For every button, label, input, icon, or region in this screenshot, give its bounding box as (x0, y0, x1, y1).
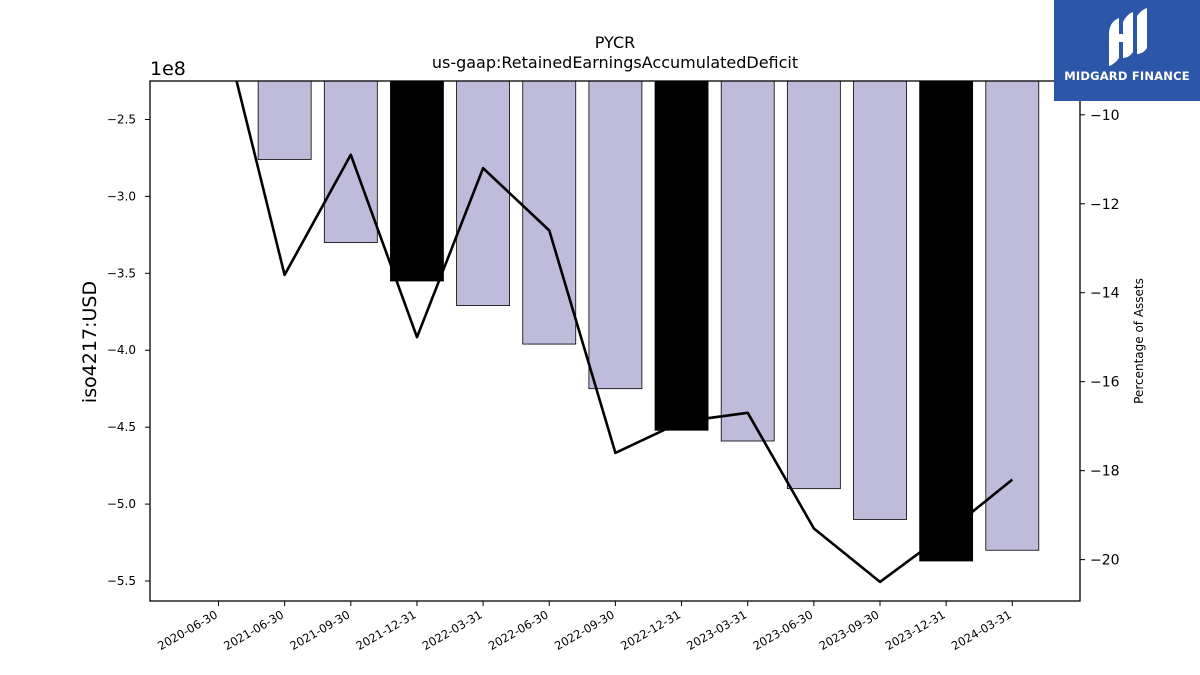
x-tick-label: 2023-12-31 (883, 607, 948, 653)
x-tick-label: 2022-12-31 (618, 607, 683, 653)
y2-tick-label: −12 (1090, 197, 1120, 213)
midgard-logo-icon (1109, 8, 1147, 66)
x-tick-label: 2021-12-31 (354, 607, 419, 653)
bar (720, 80, 775, 442)
bar (985, 80, 1040, 551)
x-tick-label: 2023-06-30 (750, 607, 815, 653)
bar (456, 80, 511, 307)
y2-tick-label: −18 (1090, 464, 1120, 480)
y2-tick-label: −16 (1090, 375, 1120, 391)
bar (853, 80, 907, 520)
bar (390, 80, 444, 282)
y-tick-label: −3.0 (107, 189, 136, 203)
bar (588, 80, 643, 390)
x-tick-label: 2022-03-31 (420, 607, 485, 653)
y-tick-label: −4.0 (107, 343, 136, 357)
y-tick-label: −3.5 (107, 266, 136, 280)
x-tick-label: 2021-06-30 (221, 607, 286, 653)
y2-tick-label: −20 (1090, 553, 1120, 569)
x-tick-label: 2023-03-31 (684, 607, 749, 653)
x-tick-label: 2023-09-30 (817, 607, 882, 653)
logo-text: MIDGARD FINANCE (1064, 69, 1190, 83)
bar (919, 80, 974, 562)
x-tick-label: 2022-06-30 (486, 607, 551, 653)
bar (323, 80, 378, 243)
y-tick-label: −5.5 (107, 574, 136, 588)
y2-tick-label: −14 (1090, 286, 1120, 302)
x-tick-label: 2020-06-30 (155, 607, 220, 653)
y2-tick-label: −10 (1090, 108, 1120, 124)
bar (786, 80, 841, 490)
y-offset-label: 1e8 (150, 58, 186, 80)
chart-subtitle: us-gaap:RetainedEarningsAccumulatedDefic… (432, 53, 798, 72)
x-tick-label: 2024-03-31 (949, 607, 1014, 653)
y2-axis-label: Percentage of Assets (1132, 278, 1146, 404)
y-axis-label: iso4217:USD (79, 281, 101, 403)
chart-title: PYCR (595, 33, 635, 52)
bar (257, 80, 312, 160)
y-tick-label: −2.5 (107, 112, 136, 126)
series-line (235, 81, 1014, 584)
brand-logo: MIDGARD FINANCE (1054, 0, 1200, 101)
y-tick-label: −5.0 (107, 497, 136, 511)
x-tick-label: 2022-09-30 (552, 607, 617, 653)
bar (654, 80, 709, 431)
x-tick-label: 2021-09-30 (287, 607, 352, 653)
y-tick-label: −4.5 (107, 420, 136, 434)
